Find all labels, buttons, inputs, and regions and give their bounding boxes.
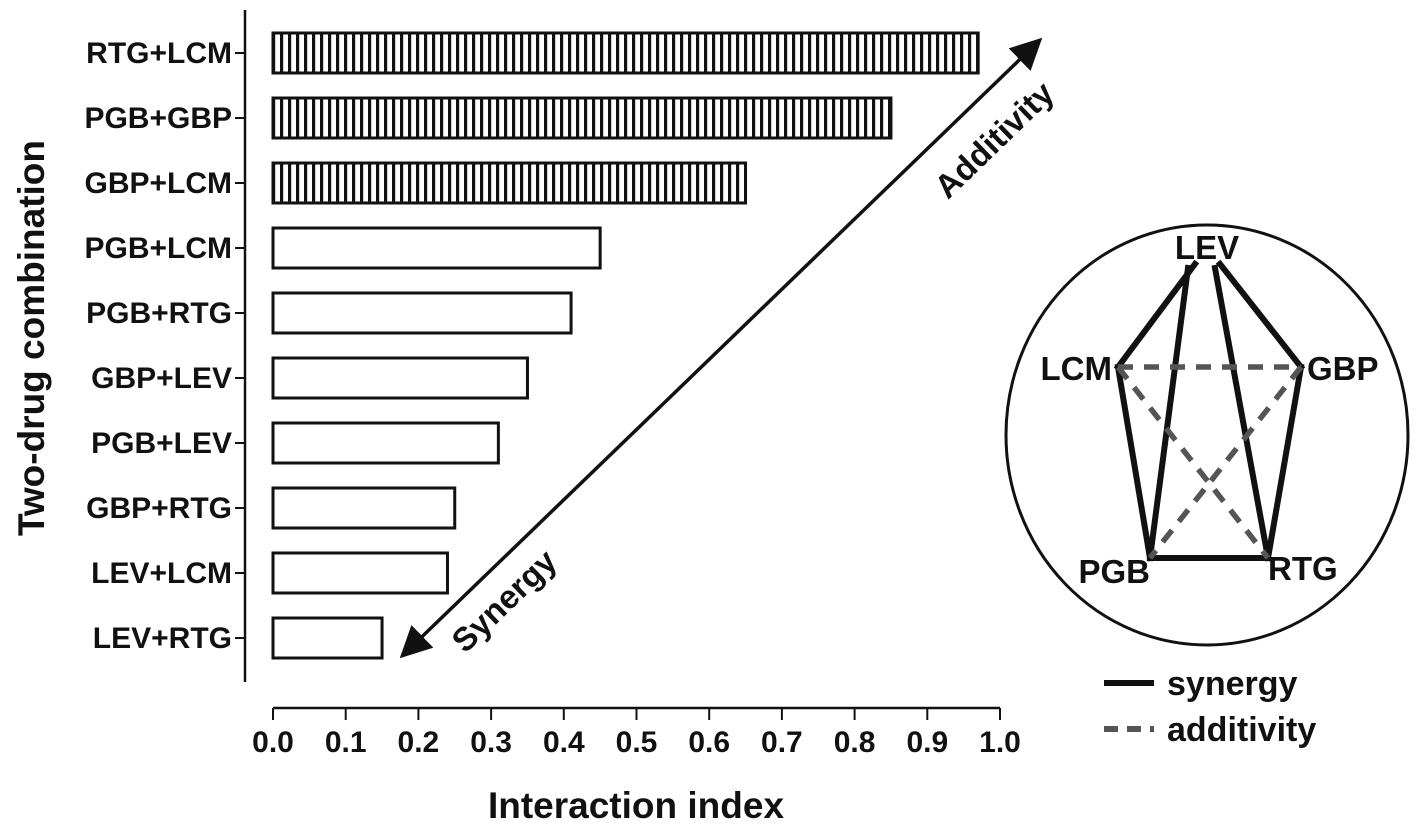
- category-label-pgb-rtg: PGB+RTG: [86, 297, 232, 330]
- x-ticks: 0.0 0.1 0.2 0.3 0.4 0.5 0.6 0.7 0.8 0.9 1.0: [252, 708, 1021, 759]
- legend-label-additivity: additivity: [1167, 711, 1316, 749]
- node-label-rtg: RTG: [1268, 550, 1338, 587]
- category-label-pgb-gbp: PGB+GBP: [84, 102, 232, 135]
- edge-lev-gbp-synergy: [1215, 259, 1306, 372]
- bar-pgb-lev: [271, 421, 500, 465]
- node-label-pgb: PGB: [1078, 553, 1150, 590]
- node-label-lcm: LCM: [1041, 350, 1112, 387]
- inset-nodes: LEV LCM GBP PGB RTG: [1041, 229, 1379, 590]
- edge-lcm-rtg-additivity: [1115, 365, 1271, 560]
- category-label-gbp-lev: GBP+LEV: [91, 362, 232, 395]
- bar-lev-rtg: [271, 616, 384, 660]
- category-label-pgb-lcm: PGB+LCM: [84, 232, 232, 265]
- x-tick-label: 0.6: [688, 726, 730, 759]
- bar-lev-lcm: [271, 551, 449, 595]
- x-tick-label: 0.3: [470, 726, 512, 759]
- edge-lcm-pgb-synergy: [1114, 363, 1154, 562]
- bar-pgb-rtg: [271, 291, 573, 335]
- category-labels: RTG+LCM PGB+GBP GBP+LCM PGB+LCM PGB+RTG GBP+L…: [84, 37, 245, 655]
- bar-gbp-lev: [271, 356, 529, 400]
- category-label-pgb-lev: PGB+LEV: [91, 427, 232, 460]
- bar-gbp-lcm: [271, 161, 748, 205]
- x-tick-label: 0.8: [834, 726, 876, 759]
- diagonal-arrow: [399, 37, 1043, 659]
- x-tick-label: 0.7: [761, 726, 803, 759]
- y-axis-title: Two-drug combination: [11, 140, 52, 536]
- edge-gbp-pgb-additivity: [1147, 365, 1304, 560]
- legend-label-synergy: synergy: [1167, 665, 1297, 703]
- category-label-gbp-lcm: GBP+LCM: [84, 167, 232, 200]
- inset-circle: [1004, 223, 1410, 647]
- category-label-lev-rtg: LEV+RTG: [93, 622, 232, 655]
- bar-rtg-lcm: [271, 31, 980, 75]
- edge-lev-rtg-synergy: [1211, 264, 1272, 562]
- bar-gbp-rtg: [271, 486, 457, 530]
- x-tick-label: 0.0: [252, 726, 294, 759]
- node-label-gbp: GBP: [1307, 350, 1379, 387]
- edge-gbp-rtg-synergy: [1264, 363, 1305, 562]
- additivity-label: Additivity: [927, 74, 1061, 205]
- x-tick-label: 0.4: [543, 726, 585, 759]
- category-label-rtg-lcm: RTG+LCM: [86, 37, 232, 70]
- x-tick-label: 0.9: [906, 726, 948, 759]
- drug-interaction-inset: LEV LCM GBP PGB RTG: [1004, 223, 1410, 647]
- bar-pgb-gbp: [271, 96, 893, 140]
- x-tick-label: 0.5: [616, 726, 658, 759]
- edge-lev-lcm-synergy: [1113, 259, 1200, 372]
- inset-legend: synergy additivity: [1104, 665, 1316, 749]
- bar-pgb-lcm: [271, 226, 602, 270]
- x-axis-title: Interaction index: [488, 785, 784, 824]
- category-label-gbp-rtg: GBP+RTG: [86, 492, 232, 525]
- bars-layer: [271, 31, 980, 660]
- x-tick-label: 0.2: [398, 726, 440, 759]
- node-label-lev: LEV: [1175, 229, 1239, 266]
- category-label-lev-lcm: LEV+LCM: [91, 557, 232, 590]
- x-tick-label: 1.0: [979, 726, 1021, 759]
- edge-lev-pgb-synergy: [1146, 264, 1192, 562]
- inset-edges: [1113, 259, 1306, 562]
- x-tick-label: 0.1: [325, 726, 367, 759]
